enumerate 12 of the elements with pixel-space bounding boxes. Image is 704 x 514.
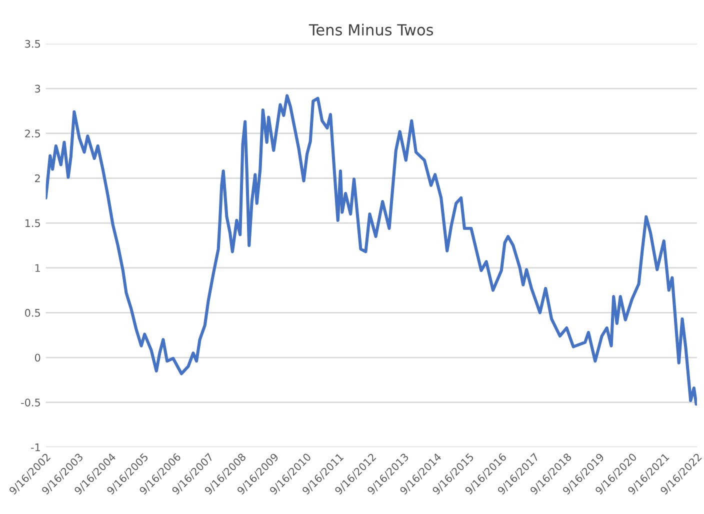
y-tick-label: 1 (35, 264, 40, 272)
y-tick-label: -0.5 (21, 398, 40, 406)
y-tick-label: 2.5 (25, 130, 40, 138)
y-tick-label: 0 (34, 354, 40, 362)
y-tick-label: 0.5 (25, 308, 40, 317)
y-tick-label: 3 (35, 84, 40, 93)
line-series (46, 94, 697, 406)
y-tick-label: -1 (31, 444, 40, 452)
chart-title: Tens Minus Twos (308, 24, 434, 36)
y-tick-label: 2 (35, 174, 40, 182)
y-tick-label: 1.5 (25, 219, 40, 228)
y-tick-label: 3.5 (25, 40, 40, 48)
